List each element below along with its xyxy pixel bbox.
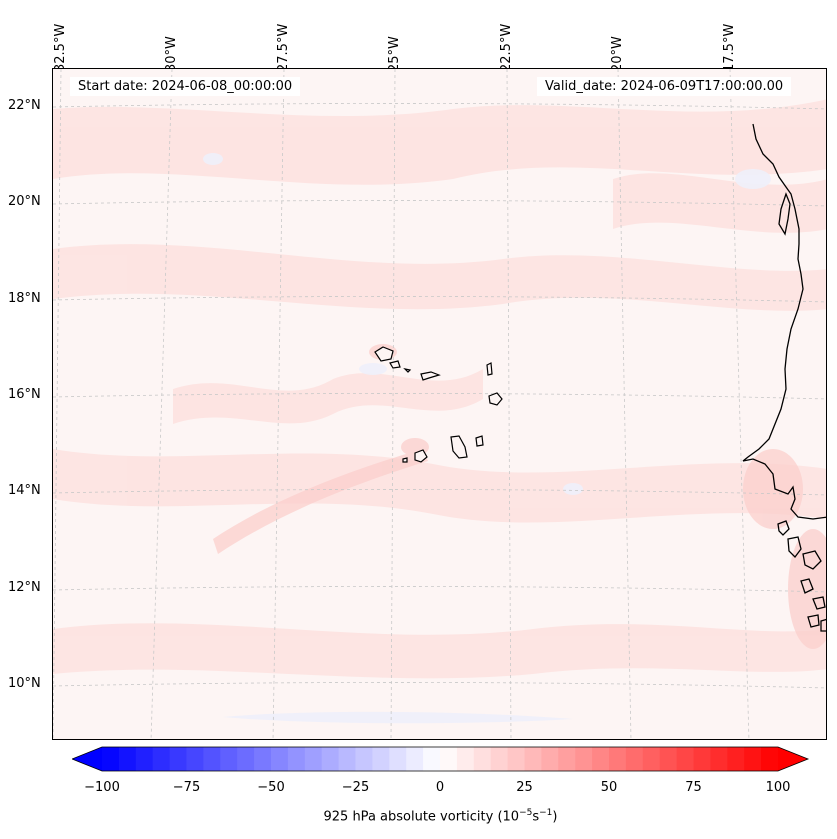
maio-island: [475, 435, 484, 447]
colorbar-bin: [152, 747, 171, 771]
santo-antao-island: [374, 346, 394, 362]
lon-label-20w: 20°W: [610, 36, 625, 72]
vorticity-positive-patches: [53, 99, 826, 679]
boa-vista-island: [488, 392, 503, 406]
colorbar-bin: [304, 747, 323, 771]
colorbar-bin: [642, 747, 661, 771]
map-frame[interactable]: [52, 68, 827, 740]
sao-vicente-island: [389, 360, 401, 369]
colorbar-tick-label: −25: [341, 780, 370, 795]
colorbar-bin: [744, 747, 762, 771]
start-date-label: Start date: 2024-06-08_00:00:00: [70, 77, 301, 96]
colorbar-bin: [693, 747, 711, 771]
lon-label-22-5w: 22.5°W: [499, 23, 514, 72]
santiago-island: [450, 435, 468, 459]
colorbar-tick-label: −50: [257, 780, 285, 795]
colorbar-bin: [423, 747, 441, 771]
colorbar-bin: [135, 747, 154, 771]
colorbar-bin: [118, 747, 137, 771]
cape-verde-islands: [374, 346, 503, 463]
colorbar-bin: [372, 747, 390, 771]
santa-luzia-island: [403, 368, 412, 373]
colorbar-bin: [456, 747, 475, 771]
lat-label-20n: 20°N: [8, 194, 41, 209]
colorbar-bin: [203, 747, 221, 771]
colorbar-extend-low: [72, 747, 102, 771]
colorbar-bin: [271, 747, 289, 771]
colorbar-bin: [524, 747, 542, 771]
colorbar-tick-label: 100: [765, 780, 791, 795]
african-coastline: [742, 123, 826, 632]
colorbar-bin: [676, 747, 694, 771]
colorbar-bin: [186, 747, 204, 771]
colorbar-bin: [609, 747, 627, 771]
colorbar-bin: [287, 747, 306, 771]
lon-label-32-5w: 32.5°W: [53, 23, 68, 72]
colorbar-bin: [338, 747, 356, 771]
lon-label-17-5w: 17.5°W: [722, 23, 737, 72]
lat-label-18n: 18°N: [8, 291, 41, 306]
sao-nicolau-island: [420, 371, 441, 381]
colorbar-bin: [473, 747, 492, 771]
vorticity-map: [53, 69, 826, 739]
lon-label-30w: 30°W: [164, 36, 179, 72]
colorbar-bin: [592, 747, 610, 771]
colorbar-bin: [490, 747, 509, 771]
colorbar-bin: [254, 747, 272, 771]
colorbar-tick-label: −100: [84, 780, 120, 795]
colorbar-tick-label: 75: [685, 780, 702, 795]
colorbar-bin: [440, 747, 458, 771]
colorbar-bin: [389, 747, 407, 771]
fogo-island: [414, 449, 428, 463]
lon-label-27-5w: 27.5°W: [276, 23, 291, 72]
colorbar-bin: [220, 747, 238, 771]
graticule: [53, 69, 826, 739]
colorbar-tick-label: −75: [172, 780, 201, 795]
colorbar-bin: [406, 747, 424, 771]
colorbar-bin: [237, 747, 255, 771]
sal-island: [486, 362, 493, 376]
colorbar-bin: [575, 747, 593, 771]
colorbar-bin: [541, 747, 559, 771]
colorbar-tick-label: 25: [516, 780, 533, 795]
colorbar-bin: [102, 747, 120, 771]
colorbar-tick-label: 50: [600, 780, 618, 795]
colorbar-tick-label: 0: [435, 780, 445, 795]
colorbar-bin: [169, 747, 187, 771]
lon-label-25w: 25°W: [387, 36, 402, 72]
colorbar: [72, 746, 810, 772]
lat-label-12n: 12°N: [8, 580, 41, 595]
colorbar-label: 925 hPa absolute vorticity (10−5s−1): [323, 808, 558, 825]
colorbar-bin: [727, 747, 745, 771]
lat-label-14n: 14°N: [8, 483, 41, 498]
lat-label-16n: 16°N: [8, 387, 41, 402]
vorticity-negative-patches: [203, 153, 771, 724]
colorbar-outline: [72, 746, 810, 772]
lat-label-10n: 10°N: [8, 676, 41, 691]
colorbar-bin: [321, 747, 340, 771]
lat-label-22n: 22°N: [8, 98, 41, 113]
colorbar-extend-high: [778, 747, 808, 771]
colorbar-bin: [355, 747, 373, 771]
valid-date-label: Valid_date: 2024-06-09T17:00:00.00: [537, 77, 792, 96]
colorbar-bin: [659, 747, 678, 771]
colorbar-bin: [761, 747, 779, 771]
colorbar-bin: [558, 747, 576, 771]
colorbar-bin: [625, 747, 644, 771]
colorbar-bin: [507, 747, 525, 771]
brava-island: [402, 457, 408, 463]
colorbar-bin: [710, 747, 728, 771]
